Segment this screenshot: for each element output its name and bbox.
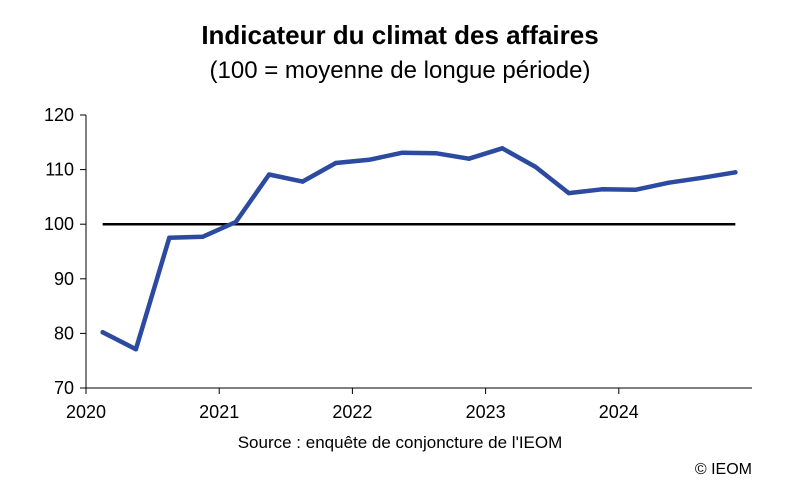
y-axis: 70 80 90 100 110 120 (44, 105, 87, 398)
data-point (333, 160, 338, 166)
data-point (100, 330, 105, 335)
y-tick-label: 100 (44, 214, 74, 234)
data-point (167, 235, 172, 241)
x-tick-label: 2024 (599, 402, 639, 422)
x-tick-label: 2020 (66, 402, 106, 422)
data-point (266, 172, 272, 177)
data-point (133, 347, 139, 352)
y-tick-label: 80 (54, 323, 74, 343)
data-point (366, 157, 372, 162)
chart-source: Source : enquête de conjoncture de l'IEO… (238, 433, 563, 452)
y-tick-label: 110 (45, 160, 74, 180)
copyright-label: © IEOM (695, 461, 752, 478)
data-point (733, 170, 738, 175)
x-tick-label: 2021 (199, 402, 239, 422)
series-layer (100, 146, 738, 352)
y-tick-label: 70 (54, 378, 74, 398)
x-axis: 2020 2021 2022 2023 2024 (66, 387, 752, 422)
x-tick-label: 2023 (466, 402, 506, 422)
data-point (633, 187, 638, 193)
y-tick-label: 90 (54, 269, 74, 289)
data-point (533, 164, 538, 170)
data-point (200, 234, 205, 239)
y-tick-label: 120 (44, 105, 74, 125)
data-point (666, 180, 671, 185)
chart-subtitle: (100 = moyenne de longue période) (210, 57, 591, 84)
data-point (433, 151, 438, 156)
data-point (699, 175, 705, 180)
data-point (233, 219, 239, 225)
x-tick-label: 2022 (332, 402, 372, 422)
data-point (300, 179, 305, 184)
data-point (500, 146, 505, 151)
chart-title: Indicateur du climat des affaires (201, 20, 598, 50)
data-point (599, 187, 605, 192)
data-point (566, 190, 572, 196)
series-line (100, 146, 738, 352)
data-point (400, 150, 405, 155)
data-point (466, 156, 472, 161)
